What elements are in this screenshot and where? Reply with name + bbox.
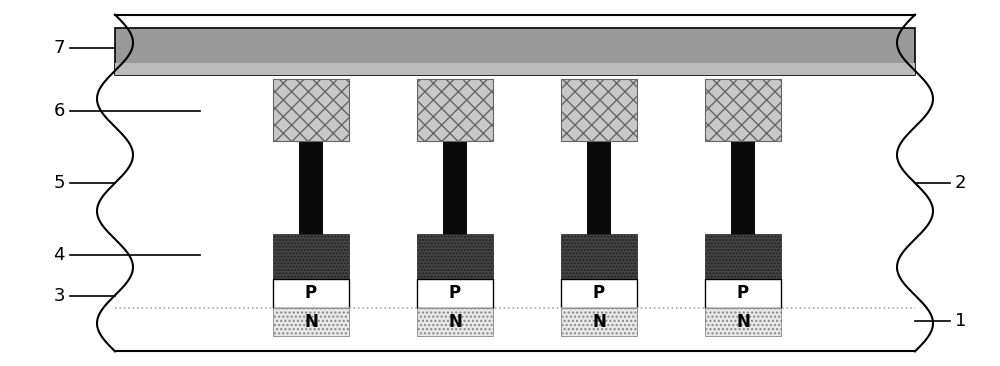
Bar — [273, 307, 349, 336]
Bar — [705, 279, 781, 307]
Bar — [561, 234, 637, 279]
Text: N: N — [304, 313, 318, 331]
Text: 1: 1 — [955, 312, 966, 330]
Bar — [417, 307, 493, 336]
Text: N: N — [736, 313, 750, 331]
Bar — [443, 104, 467, 252]
Text: 7: 7 — [54, 39, 65, 57]
Text: P: P — [305, 284, 317, 302]
Bar — [561, 307, 637, 336]
Bar — [417, 79, 493, 141]
Bar — [273, 279, 349, 307]
Text: P: P — [737, 284, 749, 302]
Bar — [273, 79, 349, 141]
Text: P: P — [593, 284, 605, 302]
Text: N: N — [592, 313, 606, 331]
Bar — [561, 279, 637, 307]
Bar — [115, 63, 915, 75]
Text: N: N — [448, 313, 462, 331]
Text: 6: 6 — [54, 102, 65, 120]
Text: 4: 4 — [54, 246, 65, 264]
Bar — [705, 79, 781, 141]
Bar — [705, 234, 781, 279]
Bar — [705, 307, 781, 336]
Bar — [417, 234, 493, 279]
Bar — [587, 104, 611, 252]
Text: 2: 2 — [955, 174, 966, 192]
Bar — [273, 234, 349, 279]
Text: 3: 3 — [54, 287, 65, 305]
Bar — [561, 79, 637, 141]
Text: P: P — [449, 284, 461, 302]
Text: 5: 5 — [54, 174, 65, 192]
Bar — [115, 15, 915, 351]
Bar — [115, 28, 915, 75]
Bar — [299, 104, 323, 252]
Bar — [731, 104, 755, 252]
Bar — [417, 279, 493, 307]
